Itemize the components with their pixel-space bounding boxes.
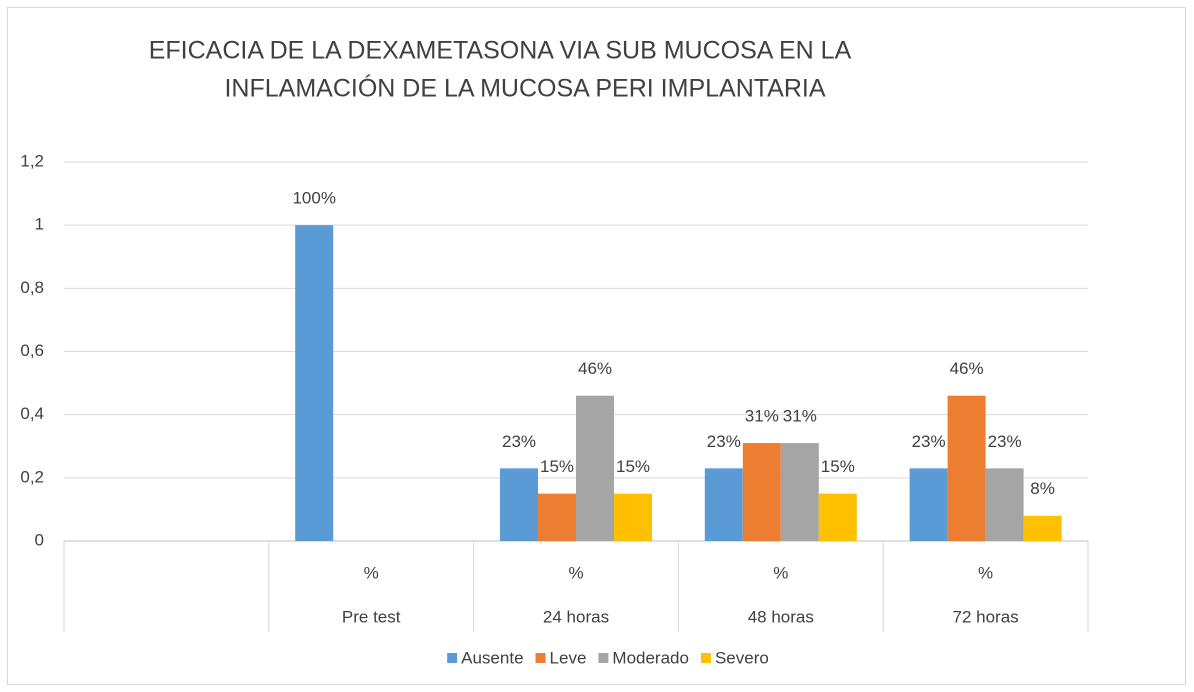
legend-label: Ausente bbox=[461, 648, 523, 667]
bar bbox=[500, 468, 538, 541]
y-tick-label: 1,2 bbox=[20, 151, 44, 170]
bar bbox=[1023, 515, 1062, 541]
data-label: 23% bbox=[707, 432, 741, 451]
y-tick-label: 0 bbox=[35, 530, 44, 549]
data-label: 23% bbox=[988, 432, 1022, 451]
chart-title: INFLAMACIÓN DE LA MUCOSA PERI IMPLANTARI… bbox=[224, 74, 825, 103]
x-subcategory-label: % bbox=[568, 563, 583, 582]
x-subcategory-label: % bbox=[773, 563, 788, 582]
legend-swatch bbox=[700, 653, 711, 663]
legend-swatch bbox=[598, 653, 609, 663]
bar bbox=[704, 468, 743, 541]
bar bbox=[295, 225, 334, 541]
data-label: 23% bbox=[502, 432, 536, 451]
legend-swatch bbox=[447, 653, 458, 663]
bar bbox=[576, 395, 614, 541]
data-label: 23% bbox=[912, 432, 946, 451]
data-label: 15% bbox=[821, 457, 855, 476]
x-tick-label: 24 horas bbox=[543, 607, 609, 626]
bar bbox=[538, 493, 576, 541]
data-label: 46% bbox=[578, 359, 612, 378]
chart-title: EFICACIA DE LA DEXAMETASONA VIA SUB MUCO… bbox=[149, 37, 852, 65]
legend-swatch bbox=[535, 653, 546, 663]
y-tick-label: 0,2 bbox=[20, 467, 44, 486]
bar bbox=[614, 493, 652, 541]
x-tick-label: 48 horas bbox=[748, 607, 814, 626]
y-tick-label: 0,6 bbox=[20, 341, 44, 360]
x-tick-label: 72 horas bbox=[953, 607, 1019, 626]
data-label: 15% bbox=[616, 457, 650, 476]
data-label: 100% bbox=[292, 189, 335, 208]
data-label: 8% bbox=[1030, 479, 1055, 498]
legend-label: Leve bbox=[550, 648, 587, 667]
bar bbox=[985, 468, 1024, 541]
y-tick-label: 0,8 bbox=[20, 278, 44, 297]
bar bbox=[909, 468, 948, 541]
legend-label: Severo bbox=[715, 648, 769, 667]
y-tick-label: 1 bbox=[35, 215, 44, 234]
chart-border bbox=[7, 7, 1186, 685]
data-label: 31% bbox=[745, 407, 779, 426]
x-subcategory-label: % bbox=[978, 563, 993, 582]
x-tick-label: Pre test bbox=[342, 607, 401, 626]
data-label: 31% bbox=[783, 407, 817, 426]
bar bbox=[780, 443, 819, 541]
x-subcategory-label: % bbox=[364, 563, 379, 582]
legend-label: Moderado bbox=[612, 648, 689, 667]
bar bbox=[947, 395, 986, 541]
bar bbox=[742, 443, 781, 541]
bar bbox=[818, 493, 857, 541]
data-label: 15% bbox=[540, 457, 574, 476]
y-tick-label: 0,4 bbox=[20, 404, 44, 423]
data-label: 46% bbox=[950, 359, 984, 378]
